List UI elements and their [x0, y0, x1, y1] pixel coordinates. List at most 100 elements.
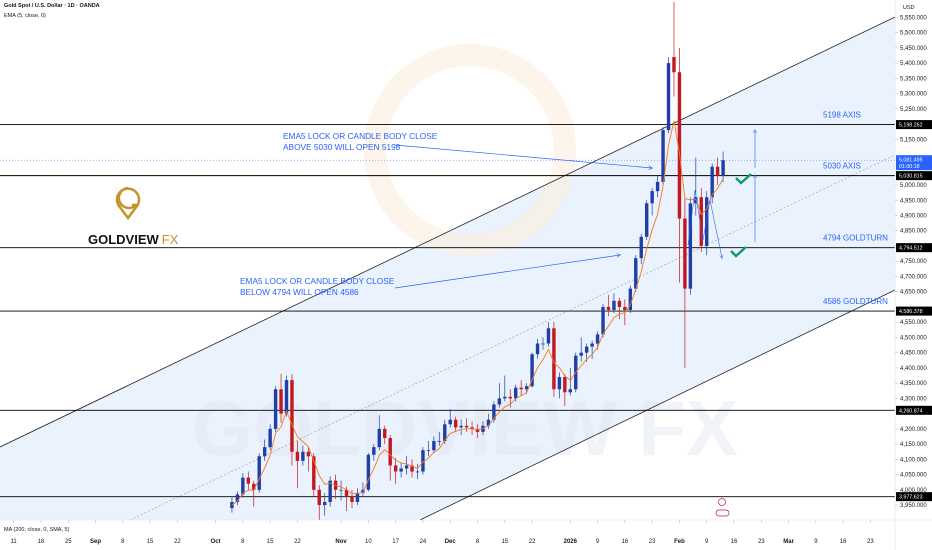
event-icon[interactable] — [718, 498, 726, 506]
y-tick-label: 4,350.000 — [900, 381, 927, 387]
candle-body — [284, 380, 289, 414]
level-tag — [896, 243, 932, 253]
candle-body — [666, 63, 671, 131]
level-note: 5198 AXIS — [823, 111, 861, 120]
candle-body — [519, 387, 523, 390]
candle-body — [699, 197, 703, 246]
candle-body — [448, 419, 452, 425]
x-tick-label: 9 — [596, 539, 600, 545]
x-tick-label: 16 — [622, 539, 629, 545]
candle-body — [241, 477, 245, 495]
candle-body — [421, 450, 425, 472]
channel-fill — [0, 17, 895, 520]
chart-title: Gold Spot / U.S. Dollar · 1D · OANDA — [4, 3, 100, 9]
y-tick-label: 4,000.000 — [900, 488, 927, 494]
candle-body — [710, 166, 714, 198]
y-tick-label: 5,400.000 — [900, 61, 927, 67]
last-price-tag — [896, 155, 932, 171]
candle-body — [399, 468, 403, 472]
x-tick-label: 18 — [38, 539, 45, 545]
y-tick-label: 4,150.000 — [900, 442, 927, 448]
y-tick-label: 5,000.000 — [900, 183, 927, 189]
candle-body — [312, 456, 316, 490]
candle-body — [279, 389, 283, 414]
x-tick-label: 15 — [501, 539, 508, 545]
candle-body — [579, 352, 583, 356]
y-tick-label: 4,700.000 — [900, 274, 927, 280]
y-tick-label: 4,850.000 — [900, 229, 927, 235]
candle-body — [383, 428, 387, 439]
check-mark — [730, 246, 747, 258]
callout-text: EMA5 LOCK OR CANDLE BODY CLOSE — [283, 131, 438, 141]
candle-body — [257, 456, 261, 490]
candle-body — [584, 346, 589, 353]
x-tick-label: Sep — [90, 539, 101, 545]
candle-body — [328, 480, 332, 503]
candle-body — [437, 441, 442, 442]
y-tick-label: 4,750.000 — [900, 259, 927, 265]
x-tick-label: Dec — [445, 539, 457, 545]
x-tick-label: 23 — [867, 539, 874, 545]
candle-body — [339, 489, 343, 491]
candle-body — [617, 300, 622, 307]
candle-body — [557, 377, 562, 390]
candle-body — [628, 288, 633, 310]
indicator-label: MA (200, close, 0, SMA, 5) — [4, 527, 70, 533]
candle-body — [230, 502, 234, 509]
candle-body — [655, 181, 660, 192]
candle-body — [355, 492, 360, 503]
candle-body — [377, 428, 381, 448]
candle-body — [535, 343, 540, 355]
level-tag-label: 4,260.874 — [899, 408, 923, 414]
candle-body — [459, 425, 463, 428]
candle-body — [705, 197, 709, 246]
candle-body — [366, 454, 371, 490]
candle-body — [552, 328, 556, 390]
candle-body — [350, 495, 354, 503]
candle-body — [475, 428, 480, 432]
level-tag-label: 4,794.512 — [899, 246, 923, 252]
callout-text: EMA5 LOCK OR CANDLE BODY CLOSE — [240, 276, 395, 286]
candle-body — [268, 428, 272, 448]
candle-body — [595, 334, 600, 344]
y-tick-label: 5,450.000 — [900, 46, 927, 52]
x-tick-label: Feb — [674, 539, 685, 545]
candle-body — [715, 166, 720, 176]
logo-icon — [115, 186, 141, 221]
y-tick-label: 4,650.000 — [900, 290, 927, 296]
y-tick-label: 5,250.000 — [900, 107, 927, 113]
path-arrow — [687, 189, 722, 258]
candle-body — [432, 441, 436, 451]
ema-line — [231, 120, 724, 506]
level-tag-label: 5,030.815 — [899, 174, 923, 180]
candle-body — [563, 377, 567, 393]
y-tick-label: 4,400.000 — [900, 366, 927, 372]
y-tick-label: 4,450.000 — [900, 351, 927, 357]
x-tick-label: 11 — [11, 539, 18, 545]
candle-body — [235, 494, 240, 503]
y-tick-label: 4,200.000 — [900, 427, 927, 433]
price-axis — [895, 0, 932, 520]
level-tag-label: 5,198.262 — [899, 123, 923, 129]
event-badge[interactable] — [715, 509, 730, 517]
candle-body — [486, 419, 491, 426]
candle-body — [426, 450, 431, 451]
candle-body — [344, 489, 349, 496]
callout-arrow — [394, 144, 652, 168]
candle-body — [650, 191, 654, 204]
logo-text: GOLDVIEW FX — [88, 232, 179, 247]
y-tick-label: 5,150.000 — [900, 137, 927, 143]
x-tick-label: 25 — [65, 539, 72, 545]
x-tick-label: Mar — [783, 539, 794, 545]
x-tick-label: 16 — [840, 539, 847, 545]
y-tick-label: 4,900.000 — [900, 213, 927, 219]
candle-body — [290, 380, 294, 452]
candle-body — [464, 425, 469, 428]
y-tick-label: 4,100.000 — [900, 457, 927, 463]
channel-lower — [419, 289, 896, 521]
candle-body — [410, 465, 414, 472]
candle-body — [530, 354, 534, 387]
candle-body — [541, 343, 545, 345]
callout-arrow — [394, 255, 620, 289]
